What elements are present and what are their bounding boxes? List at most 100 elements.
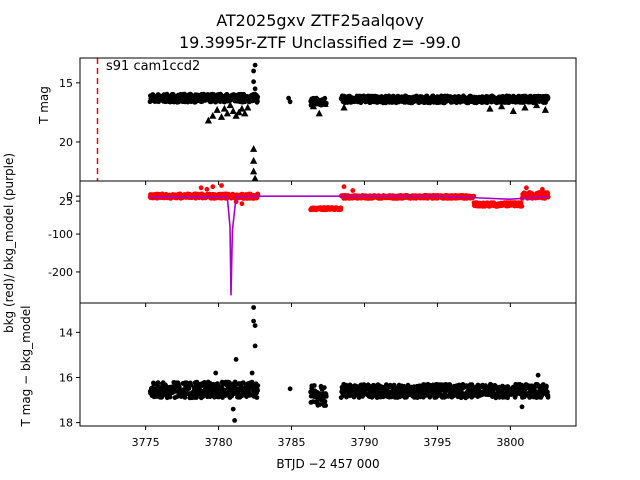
data-point [519,203,525,209]
upper-limit-point [226,101,234,109]
y-tick-label: 14 [59,326,73,339]
data-point [540,186,545,192]
data-point [252,86,258,92]
series-dot-0 [147,62,551,108]
data-point [287,99,293,105]
data-point [350,188,356,193]
data-point [219,183,224,188]
data-point [167,394,173,400]
top-panel: T mag 15 20 25 s91 cam1ccd2 [37,57,577,208]
data-point [323,394,329,399]
data-point [198,185,204,191]
data-point [251,318,256,324]
data-point [251,79,256,85]
upper-limit-point [213,106,221,113]
y-tick-label: 0 [66,190,73,203]
upper-limit-point [509,107,517,115]
data-point [311,383,317,388]
upper-limit-point [321,100,329,107]
y-tick-label: 15 [59,77,73,90]
upper-limit-point [340,103,348,111]
y-tick-label: 25 [59,195,73,208]
data-point [232,418,238,423]
upper-limit-point [250,156,258,164]
upper-limit-point [204,116,212,124]
data-point [545,394,551,400]
upper-limit-point [541,106,549,113]
data-point [255,99,260,104]
data-point [535,372,541,378]
upper-limit-point [250,145,258,152]
data-point [255,94,261,100]
data-point [252,323,258,328]
upper-limit-point [486,104,494,112]
upper-limit-point [238,104,246,112]
upper-limit-point [250,167,258,175]
data-point [519,404,525,410]
data-point [215,382,221,387]
data-point [251,68,256,74]
data-point [322,95,328,101]
data-point [287,386,293,392]
bkg-model-line [149,195,549,296]
sector-annotation: s91 cam1ccd2 [106,59,200,74]
upper-limit-point [315,109,323,117]
top-ylabel: T mag [37,86,51,125]
data-point [252,62,258,68]
x-tick-label: 3785 [278,436,306,449]
data-point [204,186,210,192]
panel-frame [79,57,577,182]
x-tick-label: 3790 [350,436,378,449]
data-point [341,184,347,190]
data-point [323,403,328,408]
upper-limit-point [235,108,243,116]
data-point [255,383,261,388]
data-point [230,406,236,412]
data-point [254,395,260,400]
series-triangle-1 [204,100,549,182]
data-point [545,95,551,100]
x-axis-label: BTJD −2 457 000 [276,457,379,471]
data-point [255,191,261,197]
data-point [524,185,529,191]
upper-limit-point [244,103,252,111]
data-point [386,93,392,99]
middle-panel: bkg (red)/ bkg_model (purple) 0 -100 -200 [2,153,577,333]
data-point [322,399,328,404]
x-tick-label: 3800 [496,436,524,449]
data-point [321,385,327,390]
bottom-ylabel: T mag − bkg_model [19,305,33,427]
data-point [338,205,344,211]
upper-limit-point [232,111,240,119]
x-tick-label: 3795 [423,436,451,449]
upper-limit-point [251,174,259,182]
x-axis: 3775 3780 3785 3790 3795 3800 [132,436,525,449]
upper-limit-point [309,102,318,110]
x-tick-label: 3775 [132,436,160,449]
data-point [286,95,291,101]
title-line-2: 19.3995r-ZTF Unclassified z= -99.0 [179,33,461,52]
data-point [239,201,245,207]
upper-limit-point [533,101,541,109]
data-point [251,305,256,310]
upper-limit-point [217,113,226,120]
y-tick-label: 18 [59,417,73,430]
upper-limit-point [220,104,229,112]
y-tick-label: -100 [48,228,73,241]
data-point [155,380,161,386]
upper-limit-point [521,103,529,111]
upper-limit-point [498,102,506,110]
data-point [252,343,258,349]
upper-limit-point [209,111,217,119]
y-tick-label: 20 [59,136,73,149]
bottom-panel: T mag − bkg_model 14 16 18 [19,302,577,430]
data-point [544,384,549,389]
data-point [317,402,323,407]
middle-ylabel: bkg (red)/ bkg_model (purple) [2,153,16,333]
upper-limit-point [241,109,249,117]
y-tick-label: -200 [48,266,73,279]
data-point [249,370,255,376]
y-tick-label: 16 [59,371,73,384]
data-point [233,357,239,362]
